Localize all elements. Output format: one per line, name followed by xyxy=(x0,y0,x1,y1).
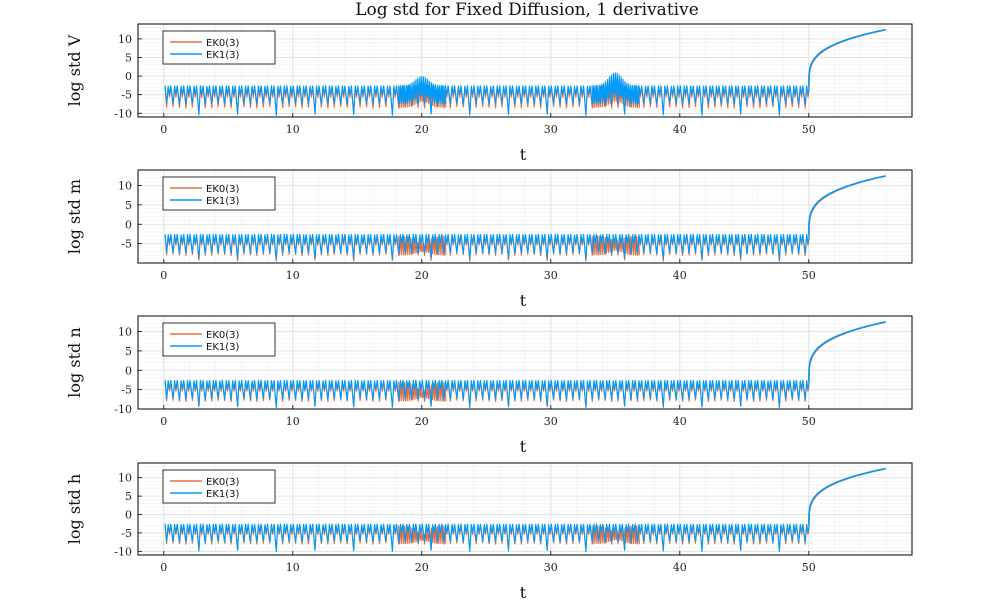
legend-box xyxy=(162,469,276,504)
series-tail xyxy=(808,28,886,86)
x-axis-label: t xyxy=(520,291,527,310)
legend-label: EK0(3) xyxy=(206,330,240,341)
x-tick-label: 50 xyxy=(802,561,816,574)
y-axis-label: log std h xyxy=(65,474,84,544)
x-tick-label: 0 xyxy=(160,123,167,136)
y-tick-label: -10 xyxy=(114,403,132,416)
series-tail xyxy=(808,321,886,382)
x-tick-label: 40 xyxy=(673,123,687,136)
y-tick-label: 10 xyxy=(118,326,132,339)
plot-frame xyxy=(137,169,913,264)
chart-title: Log std for Fixed Diffusion, 1 derivativ… xyxy=(355,0,699,20)
x-tick-label: 20 xyxy=(415,561,429,574)
plot-frame xyxy=(137,462,913,556)
x-tick-label: 50 xyxy=(802,269,816,282)
y-tick-label: -10 xyxy=(114,107,132,120)
y-tick-label: -10 xyxy=(114,545,132,558)
x-tick-label: 0 xyxy=(160,415,167,428)
series-bump xyxy=(398,76,447,105)
legend-label: EK0(3) xyxy=(206,477,240,488)
legend-box xyxy=(162,322,276,357)
y-axis-label: log std V xyxy=(65,34,84,106)
x-tick-label: 40 xyxy=(673,269,687,282)
y-tick-label: 10 xyxy=(118,180,132,193)
x-axis-label: t xyxy=(520,583,527,600)
x-tick-label: 20 xyxy=(415,415,429,428)
series-tail xyxy=(808,175,886,236)
y-tick-label: -5 xyxy=(121,238,132,251)
y-tick-label: 0 xyxy=(125,218,132,231)
legend-label: EK1(3) xyxy=(206,342,240,353)
x-tick-label: 30 xyxy=(544,123,558,136)
plot-frame xyxy=(137,23,913,118)
x-tick-label: 10 xyxy=(286,123,300,136)
series-line-ek13 xyxy=(164,379,810,408)
y-axis-label: log std m xyxy=(65,179,84,254)
series-bump xyxy=(591,72,640,105)
x-tick-label: 0 xyxy=(160,561,167,574)
x-tick-label: 10 xyxy=(286,415,300,428)
x-tick-label: 40 xyxy=(673,415,687,428)
series-tail xyxy=(808,467,886,526)
y-tick-label: 5 xyxy=(125,345,132,358)
legend-box xyxy=(162,176,276,211)
x-tick-label: 40 xyxy=(673,561,687,574)
legend-label: EK1(3) xyxy=(206,196,240,207)
legend: EK0(3)EK1(3) xyxy=(162,176,276,211)
series-tail xyxy=(808,467,886,524)
x-tick-label: 10 xyxy=(286,561,300,574)
x-tick-label: 20 xyxy=(415,269,429,282)
x-tick-label: 10 xyxy=(286,269,300,282)
x-tick-label: 50 xyxy=(802,415,816,428)
series-line-ek13 xyxy=(164,85,810,116)
y-tick-label: 10 xyxy=(118,33,132,46)
series-tail xyxy=(808,175,886,234)
plot-frame xyxy=(137,315,913,410)
series-tail xyxy=(808,321,886,380)
legend-label: EK0(3) xyxy=(206,184,240,195)
legend-label: EK1(3) xyxy=(206,489,240,500)
y-tick-label: 0 xyxy=(125,509,132,522)
legend: EK0(3)EK1(3) xyxy=(162,322,276,357)
x-axis-label: t xyxy=(520,437,527,456)
x-tick-label: 50 xyxy=(802,123,816,136)
x-axis-label: t xyxy=(520,145,527,164)
y-tick-label: -5 xyxy=(121,89,132,102)
legend: EK0(3)EK1(3) xyxy=(162,469,276,504)
y-tick-label: 5 xyxy=(125,51,132,64)
y-tick-label: 5 xyxy=(125,199,132,212)
legend-label: EK0(3) xyxy=(206,38,240,49)
y-tick-label: 10 xyxy=(118,472,132,485)
legend-label: EK1(3) xyxy=(206,50,240,61)
y-tick-label: -5 xyxy=(121,384,132,397)
series-line-ek13 xyxy=(164,523,810,553)
y-tick-label: 0 xyxy=(125,364,132,377)
x-tick-label: 30 xyxy=(544,415,558,428)
series-line-ek13 xyxy=(164,233,810,260)
legend-box xyxy=(162,30,276,65)
x-tick-label: 0 xyxy=(160,269,167,282)
x-tick-label: 20 xyxy=(415,123,429,136)
series-tail xyxy=(808,28,886,88)
y-tick-label: 0 xyxy=(125,70,132,83)
legend: EK0(3)EK1(3) xyxy=(162,30,276,65)
y-tick-label: -5 xyxy=(121,527,132,540)
x-tick-label: 30 xyxy=(544,561,558,574)
x-tick-label: 30 xyxy=(544,269,558,282)
y-tick-label: 5 xyxy=(125,490,132,503)
y-axis-label: log std n xyxy=(65,327,84,397)
